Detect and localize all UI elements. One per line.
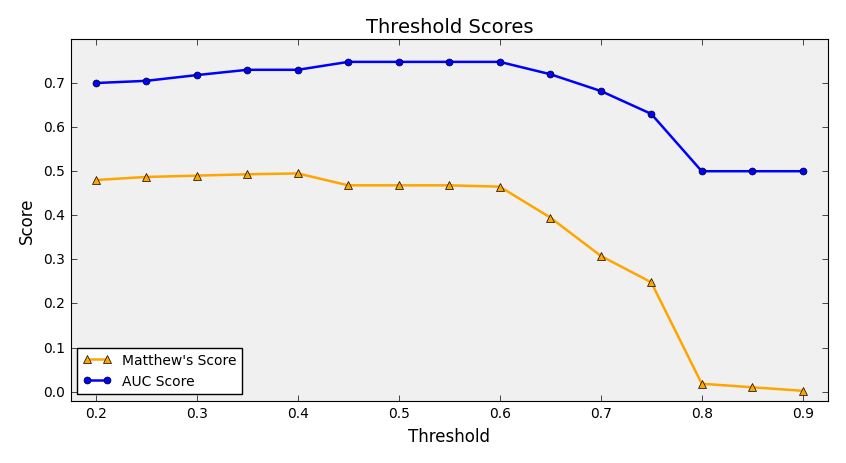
Legend: Matthew's Score, AUC Score: Matthew's Score, AUC Score bbox=[78, 348, 242, 394]
Matthew's Score bbox=[192, 174, 202, 179]
Matthew's Score bbox=[141, 175, 151, 181]
Matthew's Score bbox=[747, 385, 757, 390]
AUC Score bbox=[242, 68, 252, 74]
Matthew's Score bbox=[343, 183, 354, 189]
Matthew's Score bbox=[596, 254, 606, 259]
AUC Score bbox=[696, 169, 706, 175]
AUC Score bbox=[747, 169, 757, 175]
AUC Score bbox=[545, 72, 555, 78]
AUC Score bbox=[192, 73, 202, 79]
AUC Score bbox=[495, 60, 505, 66]
AUC Score bbox=[393, 60, 404, 66]
AUC Score bbox=[646, 112, 656, 118]
Y-axis label: Score: Score bbox=[18, 197, 36, 244]
Matthew's Score bbox=[696, 381, 706, 387]
Matthew's Score bbox=[444, 183, 454, 189]
Line: AUC Score: AUC Score bbox=[92, 59, 806, 175]
AUC Score bbox=[798, 169, 808, 175]
AUC Score bbox=[596, 89, 606, 94]
Matthew's Score bbox=[495, 184, 505, 190]
Matthew's Score bbox=[646, 280, 656, 286]
AUC Score bbox=[343, 60, 354, 66]
Matthew's Score bbox=[545, 215, 555, 221]
Title: Threshold Scores: Threshold Scores bbox=[365, 18, 533, 37]
Matthew's Score bbox=[293, 171, 303, 177]
AUC Score bbox=[141, 79, 151, 84]
X-axis label: Threshold: Threshold bbox=[409, 427, 490, 445]
AUC Score bbox=[444, 60, 454, 66]
AUC Score bbox=[91, 81, 101, 87]
Matthew's Score bbox=[393, 183, 404, 189]
Matthew's Score bbox=[242, 172, 252, 178]
Line: Matthew's Score: Matthew's Score bbox=[91, 170, 807, 395]
AUC Score bbox=[293, 68, 303, 74]
Matthew's Score bbox=[91, 178, 101, 183]
Matthew's Score bbox=[798, 388, 808, 394]
